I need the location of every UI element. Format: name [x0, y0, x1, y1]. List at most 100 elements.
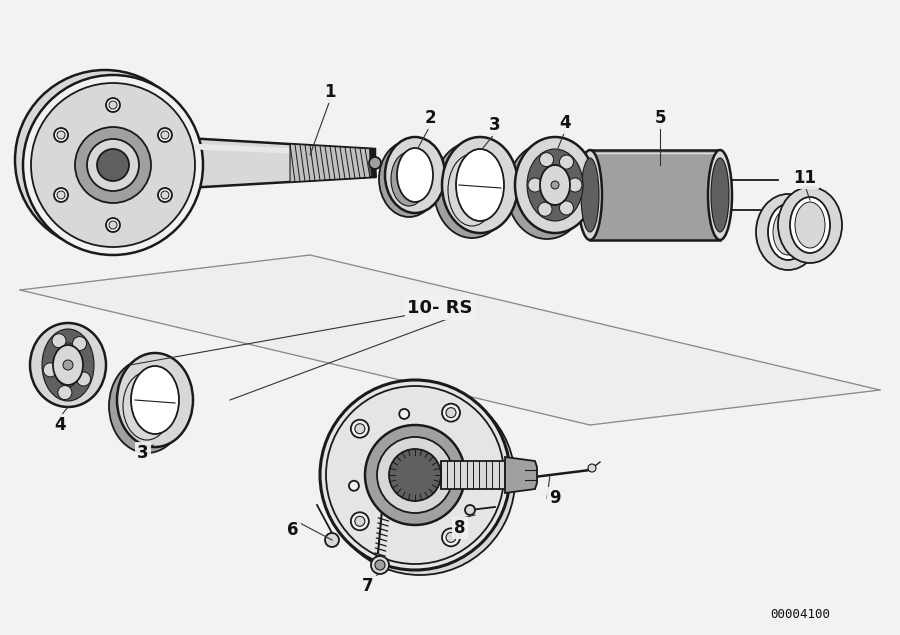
Ellipse shape [578, 150, 602, 240]
Circle shape [57, 191, 65, 199]
Polygon shape [135, 141, 375, 157]
Circle shape [551, 181, 559, 189]
Circle shape [371, 556, 389, 574]
Text: 7: 7 [362, 577, 374, 595]
Ellipse shape [773, 209, 803, 255]
Text: 00004100: 00004100 [770, 608, 830, 622]
Circle shape [63, 360, 73, 370]
Ellipse shape [385, 137, 445, 213]
Text: 6: 6 [287, 521, 299, 539]
Circle shape [58, 385, 72, 399]
Ellipse shape [442, 137, 518, 233]
Text: 5: 5 [654, 109, 666, 127]
Ellipse shape [31, 83, 195, 247]
Circle shape [109, 101, 117, 109]
Text: 11: 11 [794, 169, 816, 187]
Circle shape [43, 363, 58, 377]
Ellipse shape [456, 149, 504, 221]
Ellipse shape [540, 165, 570, 205]
Ellipse shape [507, 143, 587, 239]
Ellipse shape [448, 154, 496, 226]
Circle shape [52, 334, 66, 348]
Circle shape [325, 533, 339, 547]
Circle shape [351, 512, 369, 530]
Circle shape [442, 404, 460, 422]
Text: 3: 3 [490, 116, 500, 134]
Polygon shape [135, 135, 375, 191]
Ellipse shape [391, 152, 427, 206]
Bar [441, 461, 505, 489]
Circle shape [442, 528, 460, 546]
Circle shape [400, 409, 410, 419]
Circle shape [465, 505, 475, 515]
Ellipse shape [30, 323, 106, 407]
Circle shape [73, 337, 86, 351]
Ellipse shape [434, 142, 510, 238]
Ellipse shape [117, 353, 193, 447]
Ellipse shape [711, 158, 729, 232]
Circle shape [560, 201, 573, 215]
Circle shape [389, 449, 441, 501]
Ellipse shape [131, 366, 179, 434]
Text: 4: 4 [559, 114, 571, 132]
Circle shape [560, 155, 573, 169]
Ellipse shape [543, 165, 567, 205]
Text: 9: 9 [549, 489, 561, 507]
Circle shape [54, 188, 68, 202]
Circle shape [539, 152, 554, 166]
Circle shape [588, 464, 596, 472]
Circle shape [320, 380, 510, 570]
Text: 4: 4 [54, 416, 66, 434]
Text: 3: 3 [137, 444, 148, 462]
Circle shape [446, 408, 456, 418]
Polygon shape [20, 255, 880, 425]
Circle shape [351, 420, 369, 438]
Circle shape [375, 560, 385, 570]
Ellipse shape [790, 197, 830, 253]
Circle shape [161, 131, 169, 139]
Ellipse shape [778, 187, 842, 263]
Circle shape [106, 218, 120, 232]
Ellipse shape [379, 141, 439, 217]
Ellipse shape [42, 329, 94, 401]
Ellipse shape [56, 343, 80, 387]
Circle shape [158, 188, 172, 202]
Circle shape [355, 424, 365, 434]
Text: 2: 2 [424, 109, 436, 127]
Ellipse shape [581, 158, 599, 232]
Ellipse shape [795, 202, 825, 248]
Circle shape [355, 516, 365, 526]
Circle shape [161, 191, 169, 199]
Polygon shape [505, 457, 537, 493]
Ellipse shape [397, 148, 433, 202]
Text: 1: 1 [324, 83, 336, 101]
Circle shape [369, 157, 381, 169]
Ellipse shape [109, 359, 185, 453]
Circle shape [57, 131, 65, 139]
Text: 10- RS: 10- RS [407, 299, 472, 317]
Ellipse shape [527, 149, 583, 221]
Circle shape [349, 481, 359, 491]
Circle shape [538, 203, 552, 217]
Ellipse shape [515, 137, 595, 233]
Circle shape [325, 385, 515, 575]
Ellipse shape [708, 150, 732, 240]
Polygon shape [590, 150, 720, 240]
Circle shape [446, 532, 456, 542]
Circle shape [528, 178, 542, 192]
Ellipse shape [23, 75, 203, 255]
Ellipse shape [756, 194, 820, 270]
Ellipse shape [53, 345, 83, 385]
Circle shape [109, 221, 117, 229]
Circle shape [158, 128, 172, 142]
Circle shape [54, 128, 68, 142]
Circle shape [377, 437, 453, 513]
Ellipse shape [87, 139, 139, 191]
Circle shape [106, 98, 120, 112]
Circle shape [568, 178, 582, 192]
Ellipse shape [123, 372, 171, 440]
Ellipse shape [768, 204, 808, 260]
Text: 8: 8 [454, 519, 466, 537]
Ellipse shape [75, 127, 151, 203]
Ellipse shape [15, 70, 195, 250]
